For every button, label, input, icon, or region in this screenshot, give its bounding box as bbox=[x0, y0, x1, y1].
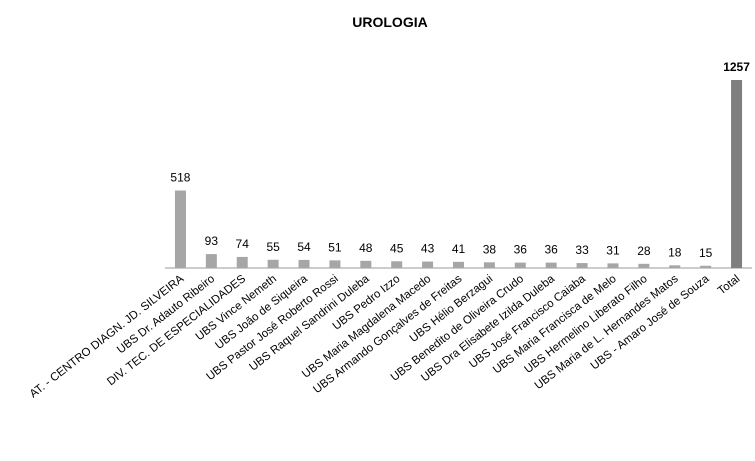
bar bbox=[205, 254, 217, 268]
data-label: 31 bbox=[606, 243, 620, 257]
data-label: 51 bbox=[328, 240, 342, 254]
bar bbox=[607, 263, 619, 268]
data-label: 33 bbox=[575, 243, 589, 257]
bar bbox=[298, 259, 310, 268]
chart-title: UROLOGIA bbox=[352, 14, 427, 30]
bar bbox=[483, 262, 495, 268]
data-label: 36 bbox=[545, 243, 559, 257]
bar bbox=[236, 256, 248, 268]
bar bbox=[267, 259, 279, 268]
bar bbox=[731, 80, 743, 268]
data-label: 38 bbox=[483, 242, 497, 256]
data-label: 28 bbox=[637, 244, 651, 258]
data-label: 18 bbox=[668, 245, 682, 259]
data-label: 1257 bbox=[723, 60, 750, 74]
data-label: 41 bbox=[452, 242, 466, 256]
bar bbox=[391, 261, 403, 268]
data-label: 74 bbox=[236, 237, 250, 251]
bar bbox=[700, 265, 712, 268]
bar bbox=[576, 263, 588, 268]
data-label: 518 bbox=[170, 171, 190, 185]
bar bbox=[329, 260, 341, 268]
data-label: 45 bbox=[390, 241, 404, 255]
bar bbox=[422, 261, 434, 268]
data-label: 36 bbox=[514, 243, 528, 257]
data-label: 48 bbox=[359, 241, 373, 255]
x-tick-label: Total bbox=[716, 273, 743, 297]
data-label: 54 bbox=[297, 240, 311, 254]
bar bbox=[453, 261, 464, 268]
bar bbox=[360, 260, 372, 268]
bar bbox=[545, 262, 557, 268]
bar bbox=[514, 262, 526, 268]
bar bbox=[638, 263, 650, 268]
data-label: 15 bbox=[699, 246, 713, 260]
data-label: 93 bbox=[205, 234, 219, 248]
bar bbox=[174, 190, 186, 268]
data-label: 43 bbox=[421, 242, 435, 256]
bar bbox=[669, 265, 681, 268]
data-label: 55 bbox=[266, 240, 280, 254]
